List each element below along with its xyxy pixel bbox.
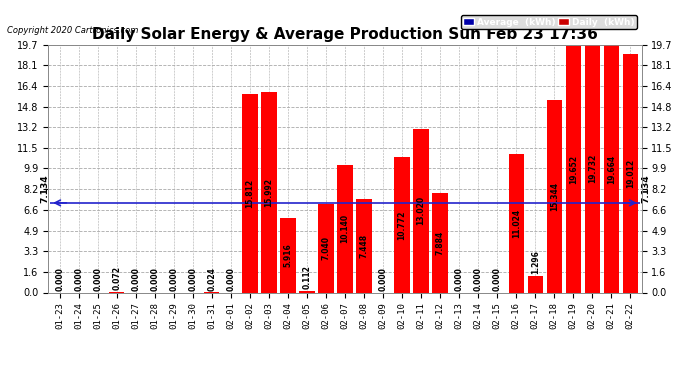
Text: 5.916: 5.916 [284, 243, 293, 267]
Text: 0.000: 0.000 [226, 268, 235, 291]
Text: 0.000: 0.000 [455, 268, 464, 291]
Text: 15.344: 15.344 [550, 182, 559, 211]
Title: Daily Solar Energy & Average Production Sun Feb 23 17:36: Daily Solar Energy & Average Production … [92, 27, 598, 42]
Legend: Average  (kWh), Daily  (kWh): Average (kWh), Daily (kWh) [461, 15, 637, 29]
Text: 1.296: 1.296 [531, 251, 540, 274]
Text: 19.012: 19.012 [626, 159, 635, 188]
Text: 19.664: 19.664 [607, 154, 615, 183]
Bar [299, 291, 315, 292]
Text: 19.732: 19.732 [588, 154, 597, 183]
Text: 19.652: 19.652 [569, 154, 578, 183]
Bar [395, 157, 410, 292]
Text: 0.000: 0.000 [93, 268, 102, 291]
Bar [337, 165, 353, 292]
Text: 0.000: 0.000 [55, 268, 64, 291]
Bar [566, 46, 581, 292]
Text: 7.884: 7.884 [435, 231, 444, 255]
Text: 13.020: 13.020 [417, 196, 426, 225]
Text: 7.040: 7.040 [322, 236, 331, 260]
Text: 15.992: 15.992 [264, 177, 273, 207]
Bar [242, 94, 257, 292]
Bar [433, 194, 448, 292]
Text: 0.112: 0.112 [302, 266, 311, 289]
Text: 10.140: 10.140 [340, 214, 350, 243]
Bar [584, 45, 600, 292]
Text: 0.000: 0.000 [473, 268, 482, 291]
Bar [622, 54, 638, 292]
Text: 7.134: 7.134 [641, 174, 650, 203]
Text: 0.000: 0.000 [131, 268, 140, 291]
Text: 0.072: 0.072 [112, 266, 121, 290]
Bar [509, 154, 524, 292]
Text: 0.000: 0.000 [379, 268, 388, 291]
Text: 0.000: 0.000 [75, 268, 83, 291]
Bar [604, 45, 619, 292]
Bar [318, 204, 333, 292]
Text: 0.000: 0.000 [493, 268, 502, 291]
Text: 7.448: 7.448 [359, 234, 368, 258]
Text: Copyright 2020 Cartronics.com: Copyright 2020 Cartronics.com [7, 26, 138, 35]
Bar [546, 100, 562, 292]
Bar [262, 92, 277, 292]
Text: 11.024: 11.024 [512, 209, 521, 238]
Bar [357, 199, 372, 292]
Text: 0.000: 0.000 [169, 268, 178, 291]
Text: 0.000: 0.000 [150, 268, 159, 291]
Bar [280, 218, 295, 292]
Text: 0.024: 0.024 [208, 268, 217, 291]
Bar [413, 129, 428, 292]
Text: 0.000: 0.000 [188, 268, 197, 291]
Bar [528, 276, 543, 292]
Text: 15.812: 15.812 [246, 178, 255, 208]
Text: 7.134: 7.134 [40, 174, 49, 203]
Text: 10.772: 10.772 [397, 210, 406, 240]
